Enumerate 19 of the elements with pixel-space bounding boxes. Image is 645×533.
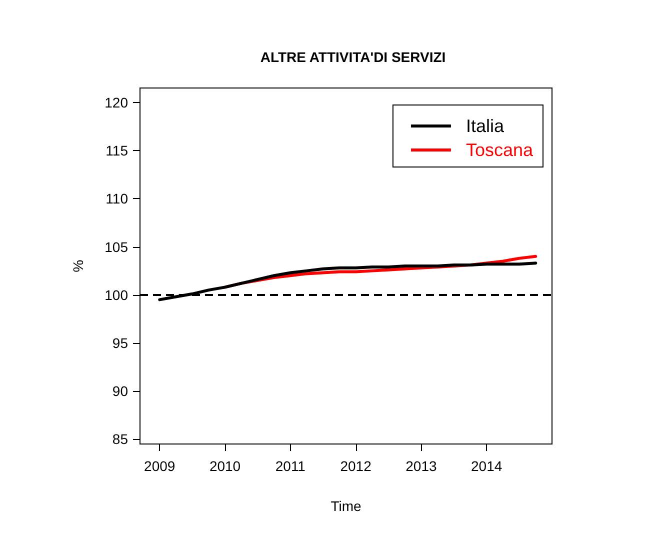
x-tick-label: 2013 <box>406 458 437 474</box>
y-tick-label: 115 <box>106 142 128 159</box>
legend-label: Toscana <box>466 140 534 160</box>
y-tick-label: 120 <box>104 94 128 110</box>
x-tick-label: 2012 <box>340 458 372 474</box>
y-tick-label: 95 <box>112 334 128 351</box>
x-tick-label: 2010 <box>209 458 241 474</box>
y-tick-label: 110 <box>106 190 128 207</box>
x-tick-label: 2011 <box>275 458 306 474</box>
x-axis-title: Time <box>330 498 362 514</box>
y-tick-label: 85 <box>112 431 128 448</box>
x-tick-label: 2014 <box>471 458 502 474</box>
legend-label: Italia <box>466 116 505 136</box>
y-tick-label: 105 <box>104 238 128 255</box>
y-tick-label: 100 <box>104 286 128 303</box>
x-tick-label: 2009 <box>144 458 176 474</box>
y-axis-title: % <box>70 260 86 272</box>
y-tick-label: 90 <box>112 383 128 400</box>
chart-title: ALTRE ATTIVITA'DI SERVIZI <box>260 49 446 65</box>
